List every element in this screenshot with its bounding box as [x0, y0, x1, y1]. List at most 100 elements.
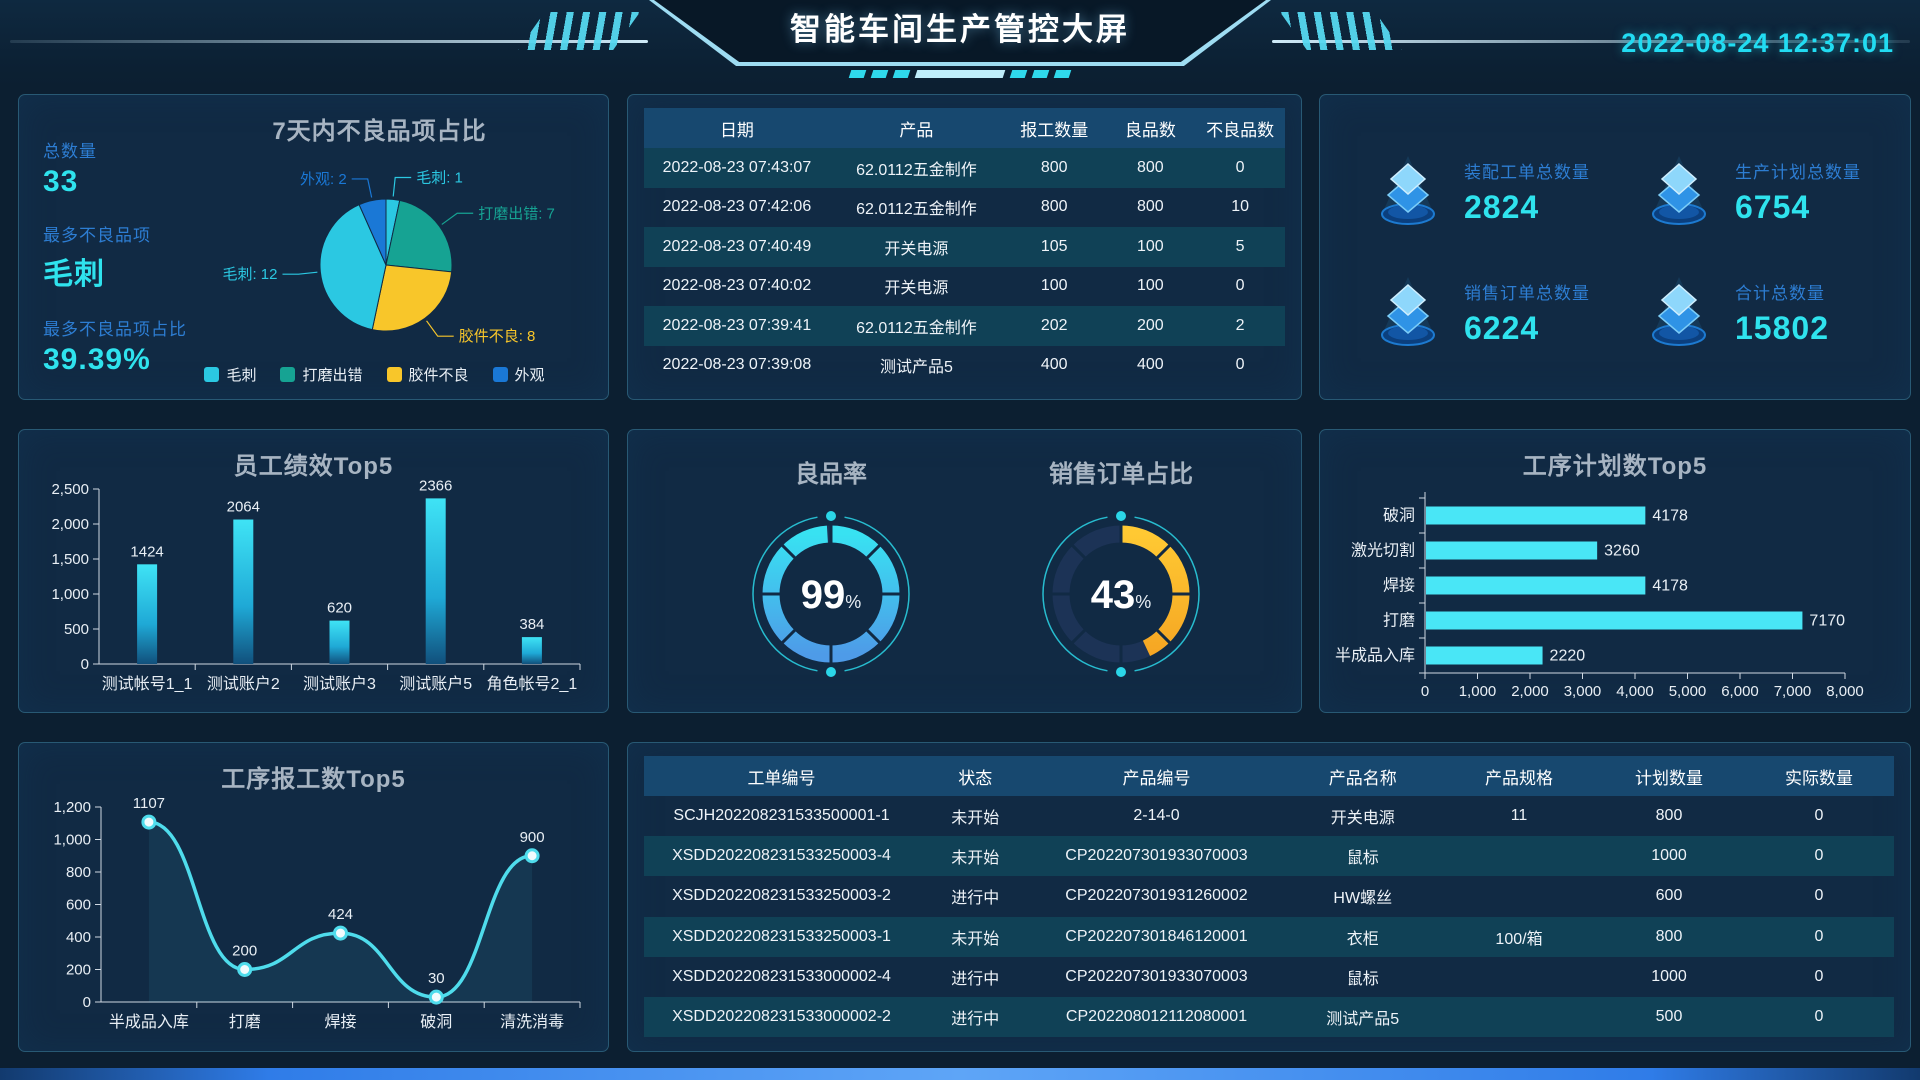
table-row: 2022-08-23 07:42:06 62.0112五金制作 800 800 10 [644, 188, 1285, 228]
table-cell: 600 [1655, 887, 1683, 905]
stack-icon [1652, 276, 1706, 346]
page-title: 智能车间生产管控大屏 [790, 12, 1130, 47]
table-cell: CP202207301846120001 [1065, 927, 1248, 945]
top-defect-ratio-stat: 最多不良品项占比 39.39% [43, 320, 187, 376]
process-report-line-chart: 0 200 400 600 800 1,000 1,200 1107 半成品入库 200 打磨 424… [53, 795, 581, 1031]
good-rate-title: 良品率 [795, 461, 867, 488]
legend-swatch [492, 367, 508, 382]
column-header: 产品规格 [1485, 768, 1553, 788]
table-cell: 进行中 [951, 970, 1000, 988]
svg-text:毛刺: 1: 毛刺: 1 [416, 169, 463, 186]
pie-legend: 毛刺 打磨出错 胶件不良 外观 [149, 364, 600, 385]
top-defect-stat: 最多不良品项 毛刺 [43, 226, 151, 291]
table-row: 2022-08-23 07:39:41 62.0112五金制作 202 200 2 [644, 306, 1285, 346]
svg-text:4,000: 4,000 [1616, 683, 1654, 700]
svg-text:99%: 99% [801, 573, 862, 617]
header-datetime: 2022-08-24 12:37:01 [1621, 28, 1894, 58]
table-cell: 进行中 [951, 1010, 1000, 1028]
svg-text:600: 600 [66, 897, 91, 914]
svg-text:8,000: 8,000 [1826, 683, 1864, 700]
daily-report-table-header: 日期 产品 报工数量 良品数 不良品数 [644, 108, 1285, 148]
svg-text:3,000: 3,000 [1564, 683, 1602, 700]
table-cell: SCJH202208231533500001-1 [673, 807, 890, 825]
svg-text:0: 0 [83, 994, 91, 1011]
svg-text:打磨: 打磨 [1383, 612, 1415, 630]
table-cell: 800 [1137, 158, 1164, 176]
table-row: XSDD202208231533250003-4 未开始 CP20220730193… [644, 836, 1894, 877]
process-plan-panel: 工序计划数Top5 0 1,000 2,000 3,000 4,000 5,000 6,00… [1319, 429, 1911, 713]
column-header: 工单编号 [747, 768, 816, 788]
table-cell: 2022-08-23 07:42:06 [662, 198, 812, 216]
table-cell: 800 [1137, 198, 1164, 216]
table-cell: XSDD202208231533250003-4 [672, 847, 891, 865]
stat-label: 生产计划总数量 [1735, 162, 1861, 182]
svg-text:200: 200 [66, 962, 91, 979]
table-cell: CP202207301931260002 [1065, 887, 1248, 905]
table-cell: 1000 [1651, 847, 1687, 865]
table-cell: 2022-08-23 07:39:41 [662, 316, 812, 334]
legend-label: 毛刺 [226, 367, 257, 384]
svg-text:5,000: 5,000 [1669, 683, 1707, 700]
table-cell: 800 [1655, 807, 1683, 825]
legend-label: 胶件不良 [408, 367, 469, 384]
work-order-panel: 工单编号 状态 产品编号 产品名称 产品规格 计划数量 实际数量 SCJH202208231… [627, 742, 1911, 1052]
table-cell: 0 [1814, 887, 1824, 905]
svg-text:2,000: 2,000 [51, 516, 89, 533]
table-cell: 100 [1040, 277, 1068, 295]
legend-item[interactable]: 打磨出错 [280, 364, 363, 385]
process-plan-hbar-chart: 0 1,000 2,000 3,000 4,000 5,000 6,000 7,000 8,00… [1335, 492, 1864, 700]
table-cell: 0 [1235, 356, 1245, 374]
legend-label: 外观 [514, 367, 545, 384]
table-cell: 5 [1235, 237, 1245, 255]
table-cell: 开关电源 [884, 240, 949, 258]
table-cell: 100 [1137, 237, 1164, 255]
work-order-table: 工单编号 状态 产品编号 产品名称 产品规格 计划数量 实际数量 SCJH202208231… [644, 756, 1894, 1038]
svg-text:6,000: 6,000 [1721, 683, 1759, 700]
stat-label: 合计总数量 [1735, 283, 1825, 303]
table-cell: 100 [1137, 277, 1164, 295]
table-cell: 62.0112五金制作 [856, 161, 977, 179]
stack-icon [1381, 276, 1435, 346]
table-row: 2022-08-23 07:40:49 开关电源 105 100 5 [644, 227, 1285, 267]
svg-text:破洞: 破洞 [1383, 507, 1415, 525]
table-cell: 800 [1040, 198, 1068, 216]
stat-label: 装配工单总数量 [1464, 162, 1590, 182]
svg-text:激光切割: 激光切割 [1351, 542, 1415, 560]
svg-text:测试账户2: 测试账户2 [207, 675, 280, 693]
svg-text:620: 620 [327, 600, 352, 617]
table-cell: 0 [1235, 277, 1245, 295]
header-dashes-icon [848, 70, 1072, 78]
svg-text:外观: 2: 外观: 2 [300, 171, 347, 188]
stat-card: 合计总数量 15802 [1639, 252, 1910, 373]
svg-text:4178: 4178 [1652, 508, 1688, 525]
table-cell: 开关电源 [884, 280, 949, 298]
legend-item[interactable]: 毛刺 [204, 364, 256, 385]
column-header: 产品编号 [1122, 768, 1191, 788]
table-cell: 0 [1235, 158, 1245, 176]
work-order-table-header: 工单编号 状态 产品编号 产品名称 产品规格 计划数量 实际数量 [644, 756, 1894, 796]
stat-card: 装配工单总数量 2824 [1368, 131, 1639, 252]
table-row: XSDD202208231533000002-2 进行中 CP20220801211… [644, 996, 1894, 1038]
svg-text:200: 200 [232, 943, 257, 960]
legend-item[interactable]: 胶件不良 [386, 364, 469, 385]
table-row: SCJH202208231533500001-1 未开始 2-14-0 开关电源 11 8… [644, 796, 1894, 836]
table-cell: 进行中 [951, 890, 1000, 908]
legend-item[interactable]: 外观 [492, 364, 545, 385]
header: 智能车间生产管控大屏 2022-08-24 12:37:01 [0, 0, 1920, 86]
table-row: XSDD202208231533250003-1 未开始 CP20220730184… [644, 916, 1894, 957]
column-header: 良品数 [1124, 120, 1176, 140]
svg-text:焊接: 焊接 [324, 1013, 356, 1031]
column-header: 不良品数 [1206, 120, 1275, 140]
good-rate-gauge: 99% [736, 496, 926, 686]
stat-card: 生产计划总数量 6754 [1639, 131, 1910, 252]
svg-text:2064: 2064 [227, 499, 260, 516]
legend-swatch [280, 367, 296, 382]
table-cell: 100/箱 [1495, 930, 1543, 948]
svg-text:7170: 7170 [1809, 613, 1845, 630]
svg-text:1,000: 1,000 [51, 586, 89, 603]
svg-text:测试帐号1_1: 测试帐号1_1 [102, 675, 193, 693]
svg-text:1,200: 1,200 [53, 799, 91, 816]
column-header: 日期 [719, 120, 754, 140]
column-header: 产品名称 [1328, 768, 1397, 788]
svg-text:1107: 1107 [133, 795, 165, 812]
